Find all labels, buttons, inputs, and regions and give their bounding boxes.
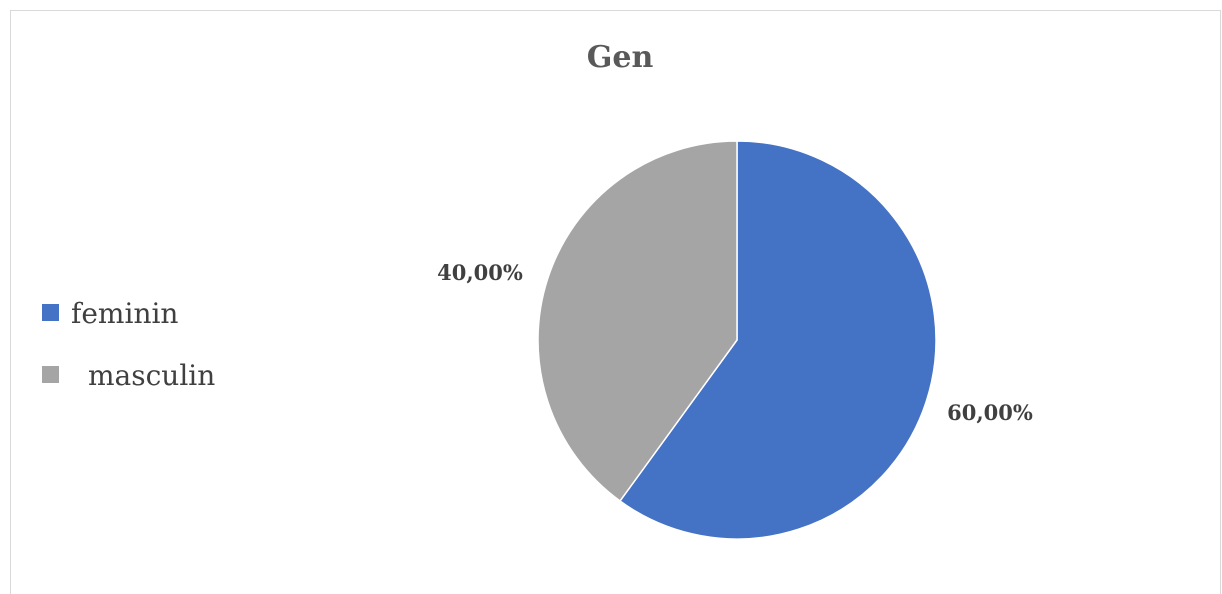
pie-slice-masculin [537, 140, 738, 503]
chart-title: Gen [587, 40, 654, 75]
legend-swatch-feminin [42, 304, 59, 321]
legend-swatch-masculin [42, 366, 59, 383]
chart-legend: feminin masculin [42, 297, 215, 392]
data-label-masculin: 40,00% [437, 260, 523, 285]
pie-slices [537, 140, 937, 540]
pie-slice-feminin [618, 140, 937, 540]
data-label-feminin: 60,00% [947, 400, 1033, 425]
pie-data-labels: 60,00% 40,00% [437, 260, 1033, 425]
legend-label-feminin: feminin [71, 297, 178, 330]
legend-label-masculin: masculin [88, 359, 215, 392]
